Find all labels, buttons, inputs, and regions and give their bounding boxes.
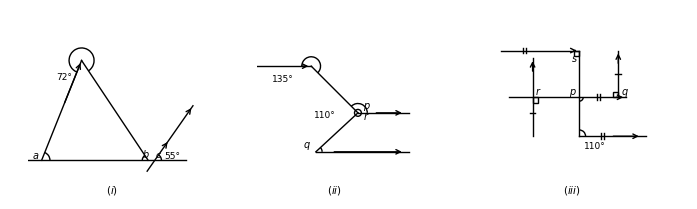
Bar bbox=[533, 97, 538, 103]
Text: $c$: $c$ bbox=[155, 151, 162, 160]
Bar bbox=[574, 51, 579, 56]
Text: $b$: $b$ bbox=[142, 148, 150, 160]
Bar bbox=[613, 92, 618, 97]
Text: $s$: $s$ bbox=[571, 54, 578, 64]
Text: 110°: 110° bbox=[314, 111, 336, 120]
Text: 135°: 135° bbox=[273, 75, 294, 84]
Text: $r$: $r$ bbox=[535, 86, 542, 97]
Text: $q$: $q$ bbox=[303, 140, 312, 152]
Text: $(iii)$: $(iii)$ bbox=[562, 184, 581, 197]
Text: $a$: $a$ bbox=[31, 151, 39, 161]
Text: 55°: 55° bbox=[164, 152, 180, 161]
Text: $p$: $p$ bbox=[363, 101, 372, 113]
Text: $(i)$: $(i)$ bbox=[105, 184, 118, 197]
Text: 110°: 110° bbox=[584, 142, 606, 151]
Text: $(ii)$: $(ii)$ bbox=[327, 184, 342, 197]
Text: 72°: 72° bbox=[56, 73, 72, 82]
Text: $p$: $p$ bbox=[569, 87, 577, 99]
Text: $r$: $r$ bbox=[362, 111, 369, 122]
Text: $q$: $q$ bbox=[620, 87, 629, 99]
